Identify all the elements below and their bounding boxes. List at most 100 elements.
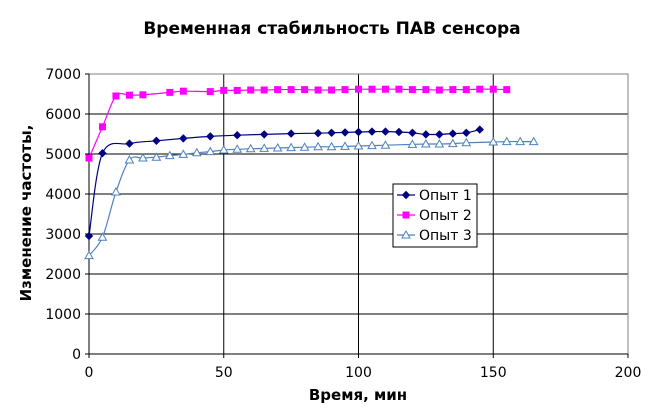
series-line — [88, 129, 480, 237]
data-point — [220, 86, 228, 94]
data-point — [164, 150, 175, 160]
data-point — [84, 250, 94, 260]
data-point — [232, 144, 243, 153]
data-point — [421, 130, 431, 139]
data-point — [301, 86, 309, 94]
data-point — [422, 86, 430, 94]
data-point — [233, 130, 242, 140]
data-point — [528, 136, 539, 146]
data-point — [287, 86, 295, 94]
x-tick-label: 200 — [615, 365, 642, 381]
data-point — [299, 142, 310, 151]
legend-item: Опыт 3 — [397, 228, 472, 244]
data-point — [354, 127, 363, 137]
data-point — [367, 140, 377, 150]
x-axis-label: Время, мин — [309, 386, 407, 404]
data-point — [85, 154, 93, 162]
data-point — [84, 231, 94, 241]
data-point — [355, 85, 362, 93]
data-point — [247, 86, 255, 94]
data-point — [381, 127, 390, 136]
data-point — [179, 134, 188, 143]
data-point — [448, 129, 458, 138]
legend: Опыт 1 Опыт 2 Опыт 3 — [392, 183, 478, 248]
data-point — [394, 127, 404, 137]
data-point — [218, 144, 229, 154]
data-point — [125, 139, 134, 148]
y-tick-label: 6000 — [45, 107, 81, 123]
data-point — [462, 128, 471, 138]
data-point — [286, 129, 296, 138]
data-point — [125, 91, 133, 99]
data-point — [381, 85, 389, 93]
data-point — [408, 86, 416, 94]
x-tick-label: 100 — [345, 365, 372, 381]
data-point — [98, 123, 106, 131]
y-tick-label: 0 — [72, 347, 81, 363]
data-point — [488, 136, 499, 146]
legend-label: Опыт 3 — [419, 228, 472, 244]
data-point — [151, 152, 162, 161]
legend-label: Опыт 1 — [419, 188, 472, 204]
data-point — [124, 154, 135, 164]
y-axis-label: Изменение частоты, — [17, 125, 35, 302]
series-3 — [84, 136, 539, 260]
data-point — [326, 141, 337, 151]
data-point — [138, 152, 148, 162]
data-point — [407, 139, 418, 148]
y-tick-label: 7000 — [45, 67, 81, 83]
data-point — [421, 138, 431, 148]
axes: 0 1000 2000 3000 4000 5000 6000 7000 0 50 100 150 20… — [45, 67, 641, 381]
series-2 — [85, 85, 511, 162]
data-point — [327, 128, 336, 138]
data-point — [112, 92, 120, 100]
data-point — [503, 86, 511, 94]
data-point — [314, 86, 322, 94]
data-point — [341, 86, 349, 94]
data-point — [501, 136, 512, 146]
legend-item: Опыт 1 — [397, 188, 472, 204]
data-point — [206, 88, 214, 96]
data-point — [260, 86, 268, 94]
data-point — [475, 125, 484, 134]
x-tick-label: 0 — [85, 365, 94, 381]
data-point — [515, 136, 526, 146]
data-point — [286, 142, 296, 152]
data-point — [245, 143, 256, 153]
legend-marker — [402, 211, 410, 219]
data-point — [97, 232, 108, 241]
data-point — [313, 141, 323, 151]
data-point — [152, 136, 161, 146]
legend-label: Опыт 2 — [419, 208, 472, 224]
legend-marker — [401, 190, 411, 200]
data-point — [489, 85, 497, 93]
data-point — [139, 91, 147, 99]
data-point — [274, 86, 282, 94]
data-point — [166, 88, 174, 96]
series-1 — [84, 125, 484, 241]
data-point — [259, 130, 269, 139]
y-tick-label: 1000 — [45, 307, 81, 323]
data-point — [259, 143, 270, 152]
data-point — [233, 86, 241, 94]
data-point — [380, 140, 391, 149]
data-point — [462, 86, 470, 94]
data-point — [395, 85, 403, 93]
y-tick-label: 4000 — [45, 187, 81, 203]
series-layer — [84, 85, 539, 260]
data-point — [179, 87, 187, 95]
y-tick-label: 5000 — [45, 147, 81, 163]
y-tick-label: 2000 — [45, 267, 81, 283]
x-tick-label: 50 — [215, 365, 233, 381]
data-point — [206, 132, 215, 141]
data-point — [367, 127, 377, 136]
data-point — [368, 85, 376, 93]
data-point — [340, 141, 350, 150]
y-tick-label: 3000 — [45, 227, 81, 243]
data-point — [111, 186, 121, 196]
data-point — [435, 130, 444, 139]
data-point — [340, 128, 350, 137]
data-point — [98, 148, 107, 158]
grid — [88, 73, 629, 355]
data-point — [272, 142, 283, 152]
